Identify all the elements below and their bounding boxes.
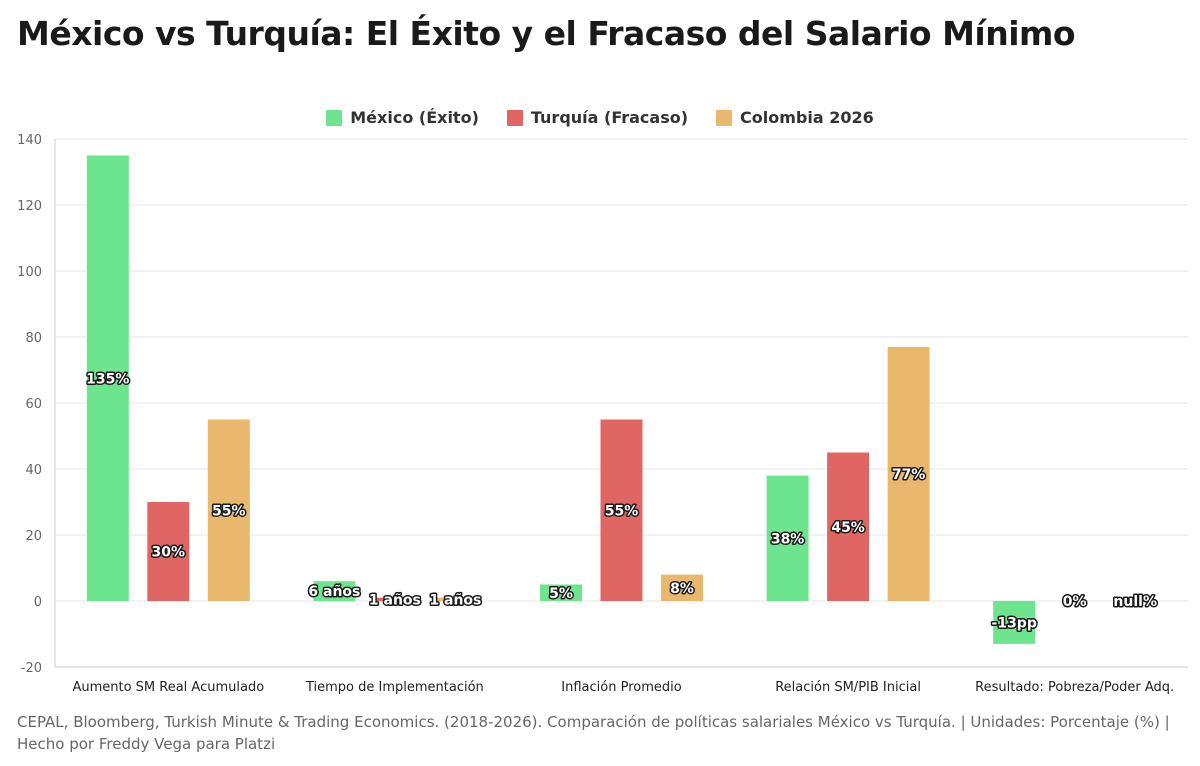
data-label: 55% [605, 503, 639, 519]
legend-swatch [326, 109, 343, 126]
legend-item[interactable]: Turquía (Fracaso) [506, 108, 689, 127]
chart-title: México vs Turquía: El Éxito y el Fracaso… [17, 14, 1076, 53]
data-label: -13pp [992, 615, 1037, 631]
legend-label: México (Éxito) [350, 108, 479, 127]
data-label: 45% [831, 520, 865, 536]
legend-label: Colombia 2026 [740, 108, 874, 127]
y-tick-label: 40 [25, 463, 42, 478]
bar [600, 419, 643, 601]
data-label: 5% [549, 586, 573, 602]
data-label: 8% [670, 581, 694, 597]
legend-item[interactable]: México (Éxito) [326, 108, 479, 127]
legend: México (Éxito) Turquía (Fracaso) Colombia … [0, 108, 1200, 127]
y-tick-label: -20 [21, 661, 42, 676]
legend-item[interactable]: Colombia 2026 [716, 108, 874, 127]
bar [313, 581, 356, 601]
data-label: 1 años [369, 592, 421, 608]
x-tick-label: Tiempo de Implementación [305, 680, 484, 695]
bar [86, 155, 129, 601]
y-tick-label: 100 [17, 265, 42, 280]
data-label: 1 años [429, 592, 481, 608]
y-tick-label: 60 [25, 397, 42, 412]
y-tick-label: 0 [34, 595, 42, 610]
bar [207, 419, 250, 601]
legend-swatch [506, 109, 523, 126]
data-label: 77% [892, 467, 926, 483]
legend-swatch [716, 109, 733, 126]
x-tick-label: Relación SM/PIB Inicial [775, 680, 921, 695]
data-label: null% [1113, 594, 1157, 610]
bar [147, 502, 190, 601]
data-label: 55% [212, 503, 246, 519]
y-tick-label: 20 [25, 529, 42, 544]
data-label: 135% [86, 371, 129, 387]
data-label: 0% [1063, 594, 1087, 610]
data-label: 6 años [308, 584, 360, 600]
bar [827, 452, 870, 601]
data-label: 30% [152, 545, 186, 561]
bar [373, 597, 416, 601]
x-tick-label: Inflación Promedio [561, 680, 681, 695]
legend-label: Turquía (Fracaso) [530, 108, 689, 127]
data-label: 38% [771, 531, 805, 547]
bar [993, 601, 1036, 644]
x-tick-label: Aumento SM Real Acumulado [72, 680, 264, 695]
bar [434, 597, 477, 601]
bar [766, 475, 809, 601]
source-note: CEPAL, Bloomberg, Turkish Minute & Tradi… [17, 713, 1170, 753]
y-tick-label: 120 [17, 199, 42, 214]
x-tick-label: Resultado: Pobreza/Poder Adq. [975, 680, 1174, 695]
bar [540, 584, 582, 601]
bar [661, 574, 703, 601]
y-tick-label: 80 [25, 331, 42, 346]
y-tick-label: 140 [17, 133, 42, 148]
bar [887, 346, 930, 601]
